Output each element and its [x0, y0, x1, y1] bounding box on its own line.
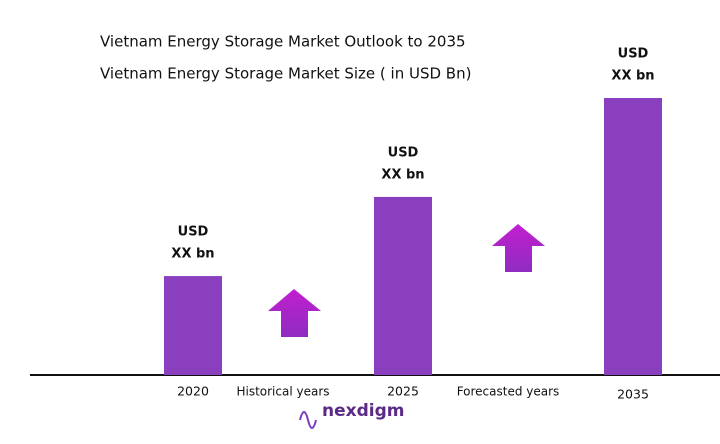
x-tick-label: 2020	[177, 384, 209, 399]
bar	[374, 196, 432, 375]
x-tick-label: 2035	[617, 387, 649, 402]
bar	[604, 98, 662, 375]
value-label: XX bn	[381, 167, 424, 182]
logo-icon	[299, 411, 317, 429]
value-label: USD	[388, 145, 419, 160]
x-tick-label: 2025	[387, 384, 419, 399]
up-arrow	[268, 289, 321, 337]
annotation: Forecasted years	[457, 385, 560, 399]
value-label: XX bn	[171, 247, 214, 262]
bar	[164, 276, 222, 375]
logo: nexdigm	[322, 401, 404, 421]
annotation: Historical years	[236, 385, 329, 399]
chart-title: Vietnam Energy Storage Market Outlook to…	[100, 33, 466, 51]
value-label: USD	[618, 47, 649, 62]
up-arrow	[492, 224, 545, 272]
value-label: XX bn	[611, 69, 654, 84]
chart-subtitle: Vietnam Energy Storage Market Size ( in …	[100, 65, 471, 83]
value-label: USD	[178, 225, 209, 240]
